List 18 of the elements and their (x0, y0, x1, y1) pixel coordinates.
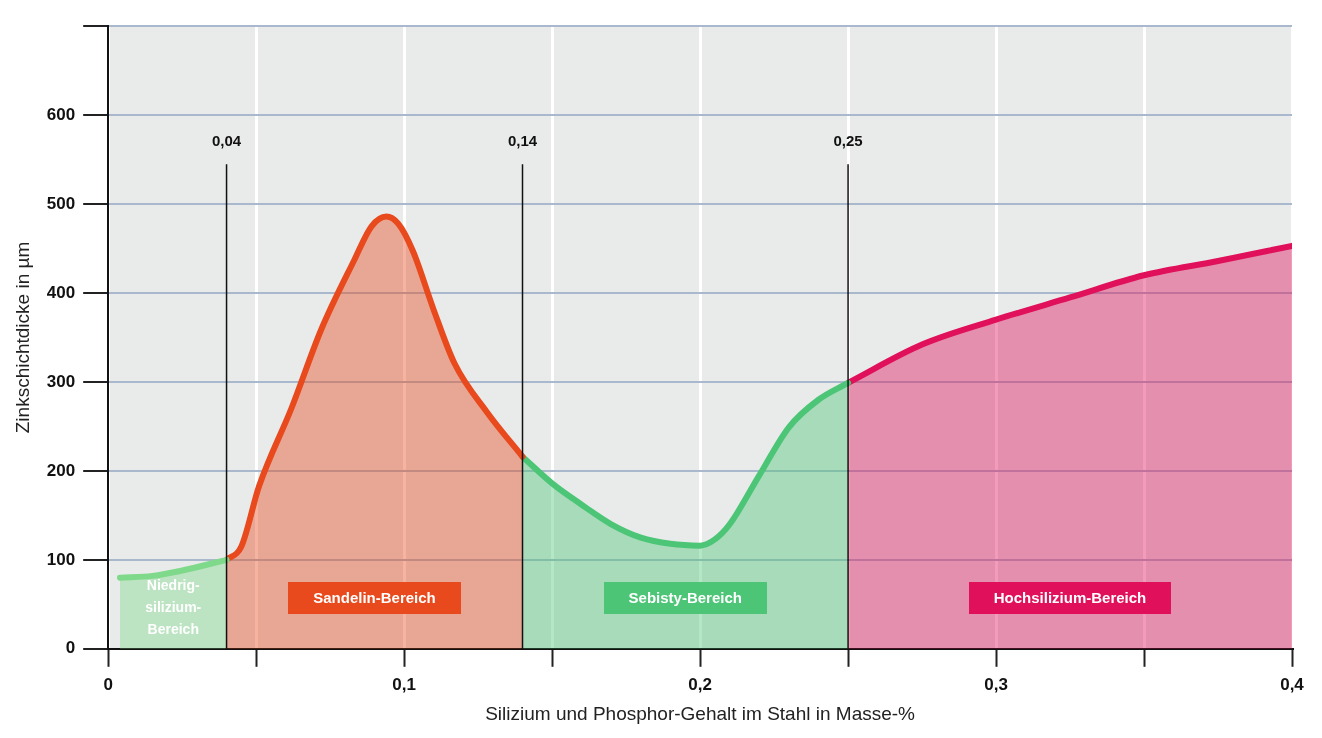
x-tick-label: 0,3 (984, 674, 1008, 694)
x-tick-label: 0,2 (688, 674, 712, 694)
ref-line-label: 0,04 (211, 132, 242, 150)
y-tick-label: 300 (46, 371, 76, 391)
ref-line-label: 0,25 (833, 132, 863, 150)
y-tick-label: 200 (46, 460, 76, 480)
y-axis-title: Zinkschichtdicke in µm (11, 241, 33, 434)
x-axis-title: Silizium und Phosphor-Gehalt im Stahl in Masse-% (485, 702, 916, 724)
y-tick-label: 500 (46, 193, 76, 213)
x-tick-label: 0,1 (392, 674, 416, 694)
y-tick-label: 600 (46, 104, 76, 124)
x-tick-label: 0,4 (1280, 674, 1305, 694)
x-tick-label: 0 (103, 674, 113, 694)
ref-line-label: 0,14 (507, 132, 538, 150)
y-tick-label: 400 (46, 282, 76, 302)
series-label: Niedrig-silizium-Bereich (144, 575, 203, 639)
y-tick-label: 100 (46, 549, 76, 569)
y-tick-label: 0 (65, 638, 76, 658)
